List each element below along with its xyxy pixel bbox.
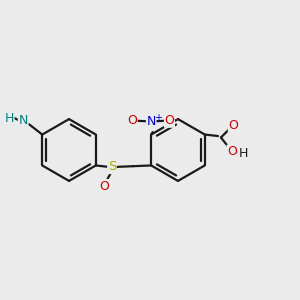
Text: H: H [238,147,248,160]
Text: O: O [227,145,237,158]
Text: O: O [127,114,137,127]
Text: S: S [108,160,116,173]
Text: +: + [154,113,162,123]
Text: N: N [146,115,156,128]
Text: O: O [164,114,174,127]
Text: O: O [228,118,238,132]
Text: N: N [18,114,28,127]
Text: O: O [99,180,109,193]
Text: H: H [4,112,14,124]
Text: -: - [174,113,178,126]
